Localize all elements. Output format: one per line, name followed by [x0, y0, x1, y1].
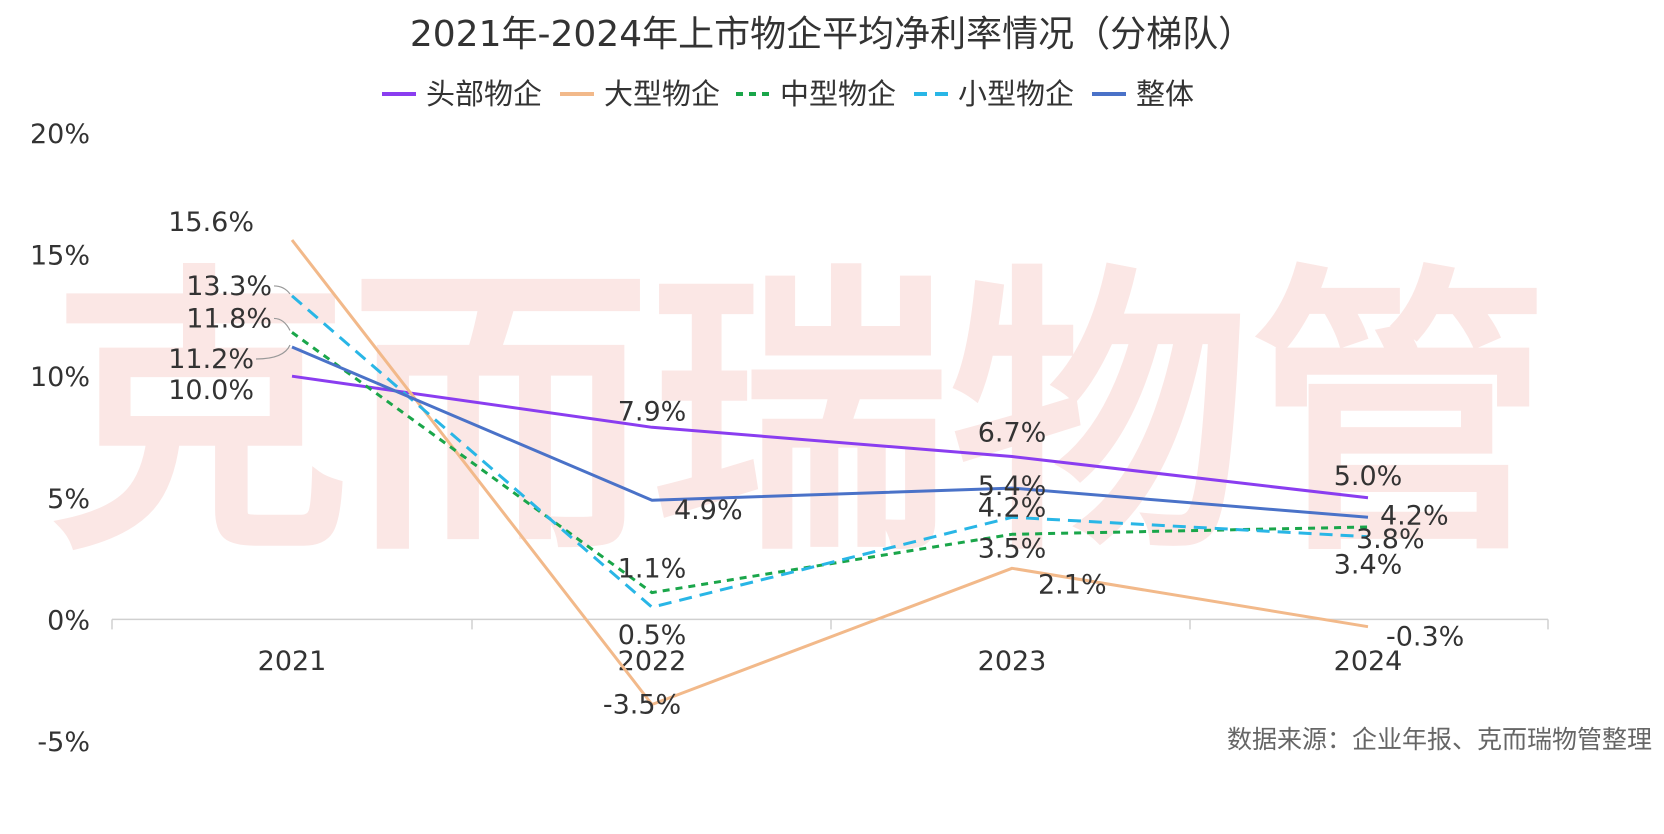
leader-line: [273, 317, 291, 331]
x-tick-label-2024: 2024: [1334, 646, 1403, 677]
data-label---2023: 4.2%: [978, 492, 1047, 523]
data-label---2021: 11.8%: [186, 303, 272, 334]
x-axis: 2021 2022 2023 2024: [111, 618, 1549, 677]
data-label---2023: 6.7%: [978, 417, 1047, 448]
leader-line: [255, 344, 291, 360]
data-labels: 10.0% 7.9% 6.7% 5.0% 15.6% -3.5% 2.1% -0.3% 11.8…: [168, 207, 1464, 721]
data-label---2024: 3.4%: [1334, 550, 1403, 581]
legend-label: 中型物企: [780, 77, 896, 111]
y-tick-label: 0%: [47, 605, 90, 636]
data-label---2022: -3.5%: [603, 690, 681, 721]
series-line--: [291, 374, 1369, 500]
y-axis-ticks: 20% 15% 10% 5% 0% -5%: [30, 119, 90, 758]
series-line--: [291, 345, 1369, 519]
leader-line: [273, 285, 291, 295]
watermark: 克而瑞物管: [50, 242, 1550, 591]
y-tick-label: 10%: [30, 362, 90, 393]
data-label---2023: 3.5%: [978, 533, 1047, 564]
source-note: 数据来源：企业年报、克而瑞物管整理: [1227, 725, 1652, 754]
data-label---2022: 7.9%: [618, 396, 687, 427]
data-label---2021: 10.0%: [168, 375, 254, 406]
series-line--: [290, 239, 1369, 706]
y-tick-label: 15%: [30, 241, 90, 272]
data-label---2022: 1.1%: [618, 554, 687, 585]
data-label---2022: 0.5%: [618, 620, 687, 651]
series-lines: [290, 239, 1369, 706]
data-label---2024: -0.3%: [1386, 622, 1464, 653]
label-leader-lines: [255, 285, 291, 360]
x-tick-label-2023: 2023: [978, 646, 1047, 677]
data-label---2021: 13.3%: [186, 271, 272, 302]
data-label---2021: 15.6%: [168, 207, 254, 238]
legend-label: 小型物企: [958, 77, 1074, 111]
y-tick-label: -5%: [37, 727, 90, 758]
x-tick-label-2021: 2021: [258, 646, 327, 677]
legend-label: 整体: [1136, 77, 1194, 111]
data-label---2024: 5.0%: [1334, 461, 1403, 492]
chart-title: 2021年-2024年上市物企平均净利率情况（分梯队）: [410, 14, 1254, 55]
data-label---2023: 5.4%: [978, 471, 1047, 502]
data-label---2021: 11.2%: [168, 344, 254, 375]
data-label---2024: 3.8%: [1356, 524, 1425, 555]
legend-label: 大型物企: [604, 77, 720, 111]
x-tick-label-2022: 2022: [618, 646, 687, 677]
y-tick-label: 5%: [47, 484, 90, 515]
data-label---2024: 4.2%: [1380, 500, 1449, 531]
data-label---2023: 2.1%: [1038, 569, 1107, 600]
legend: 头部物企 大型物企 中型物企 小型物企 整体: [382, 77, 1194, 111]
y-tick-label: 20%: [30, 119, 90, 150]
series-line--: [291, 294, 1369, 609]
data-label---2022: 4.9%: [674, 495, 743, 526]
legend-label: 头部物企: [426, 77, 542, 111]
